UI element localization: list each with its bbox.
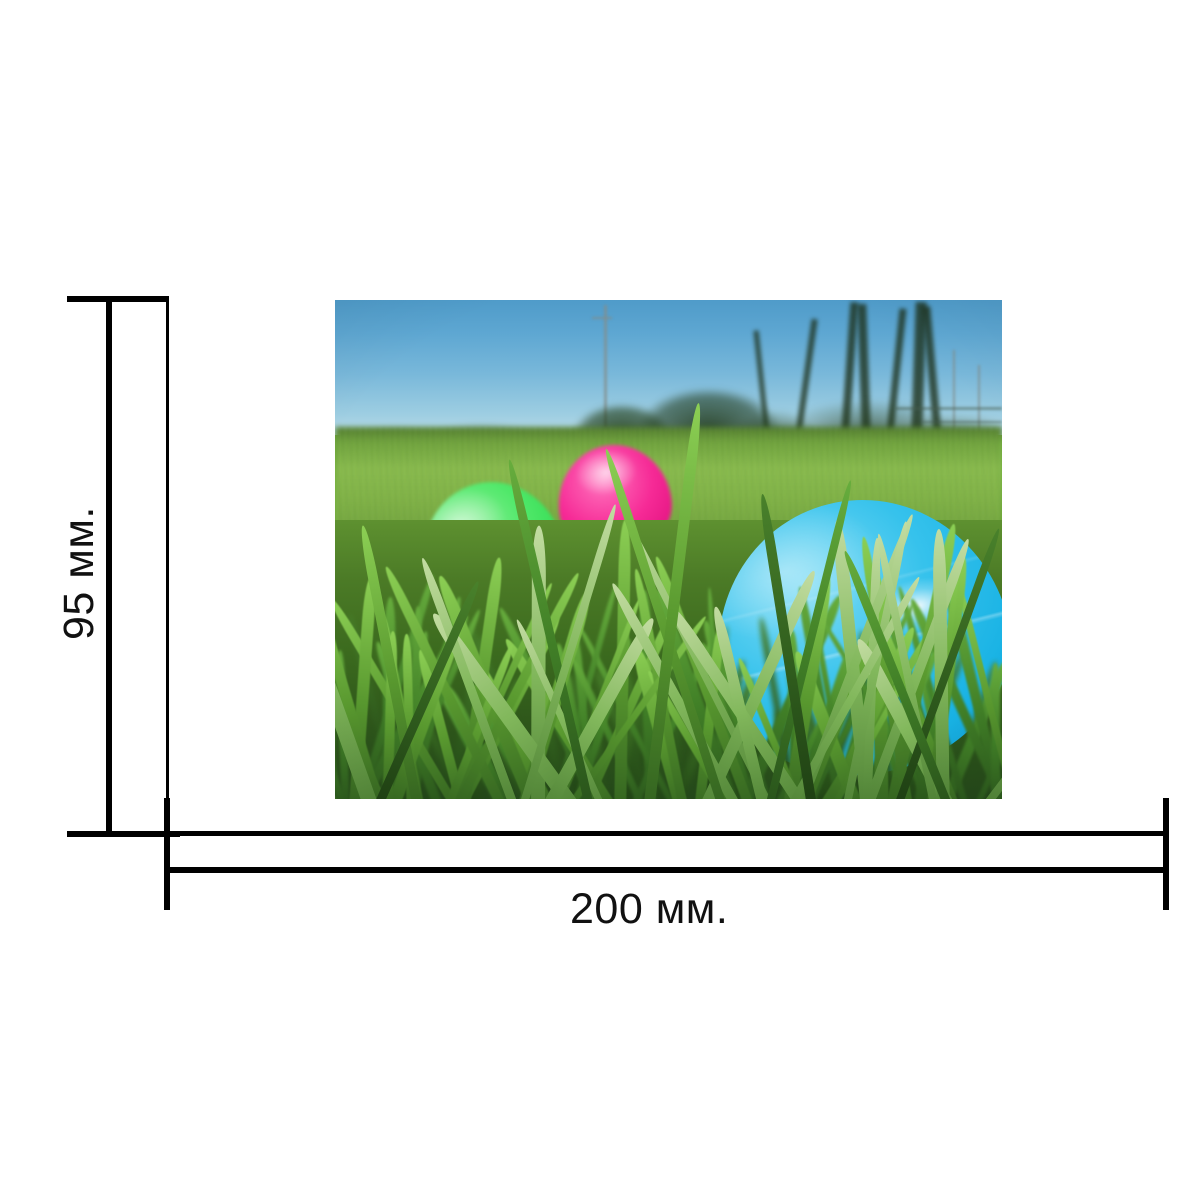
width-extension-line (164, 831, 1169, 836)
product-photo (335, 300, 1002, 799)
width-dimension-line (164, 867, 1169, 873)
width-dimension-label: 200 мм. (570, 885, 729, 933)
fence-line-2 (921, 420, 1002, 423)
height-dimension-label: 95 мм. (55, 506, 103, 640)
width-dimension-right-tick (1163, 798, 1169, 910)
height-dimension-bottom-tick (67, 831, 180, 837)
foreground-grass (335, 300, 1002, 799)
height-dimension-top-tick (67, 296, 168, 302)
width-dimension-left-tick (164, 798, 170, 910)
utility-pole-crossarm-icon (592, 316, 613, 319)
treeline (335, 364, 1002, 440)
height-dimension-line (106, 296, 112, 837)
height-extension-line (166, 296, 169, 798)
fence-line (895, 407, 1002, 411)
